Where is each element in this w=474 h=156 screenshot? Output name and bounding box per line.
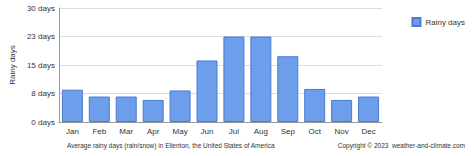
svg-text:May: May (173, 127, 188, 136)
svg-text:Rainy days: Rainy days (8, 45, 17, 85)
svg-text:Nov: Nov (334, 127, 348, 136)
svg-text:Feb: Feb (92, 127, 106, 136)
svg-text:30 days: 30 days (27, 4, 55, 13)
svg-text:Dec: Dec (361, 127, 375, 136)
svg-text:Oct: Oct (308, 127, 321, 136)
svg-text:Aug: Aug (254, 127, 268, 136)
svg-text:Jan: Jan (66, 127, 79, 136)
svg-text:0 days: 0 days (31, 118, 55, 127)
svg-text:23 days: 23 days (27, 32, 55, 41)
svg-text:Sep: Sep (281, 127, 296, 136)
svg-text:Jul: Jul (229, 127, 239, 136)
svg-text:Copyright © 2023 weather-and-: Copyright © 2023 weather-and-climate.com (338, 142, 465, 150)
svg-text:Average rainy days (rain/snow): Average rainy days (rain/snow) in Ellent… (67, 142, 275, 150)
svg-text:Jun: Jun (201, 127, 214, 136)
svg-text:8 days: 8 days (31, 89, 55, 98)
svg-text:Rainy days: Rainy days (425, 18, 465, 27)
svg-text:Apr: Apr (147, 127, 160, 136)
svg-text:Mar: Mar (119, 127, 133, 136)
svg-text:15 days: 15 days (27, 61, 55, 70)
